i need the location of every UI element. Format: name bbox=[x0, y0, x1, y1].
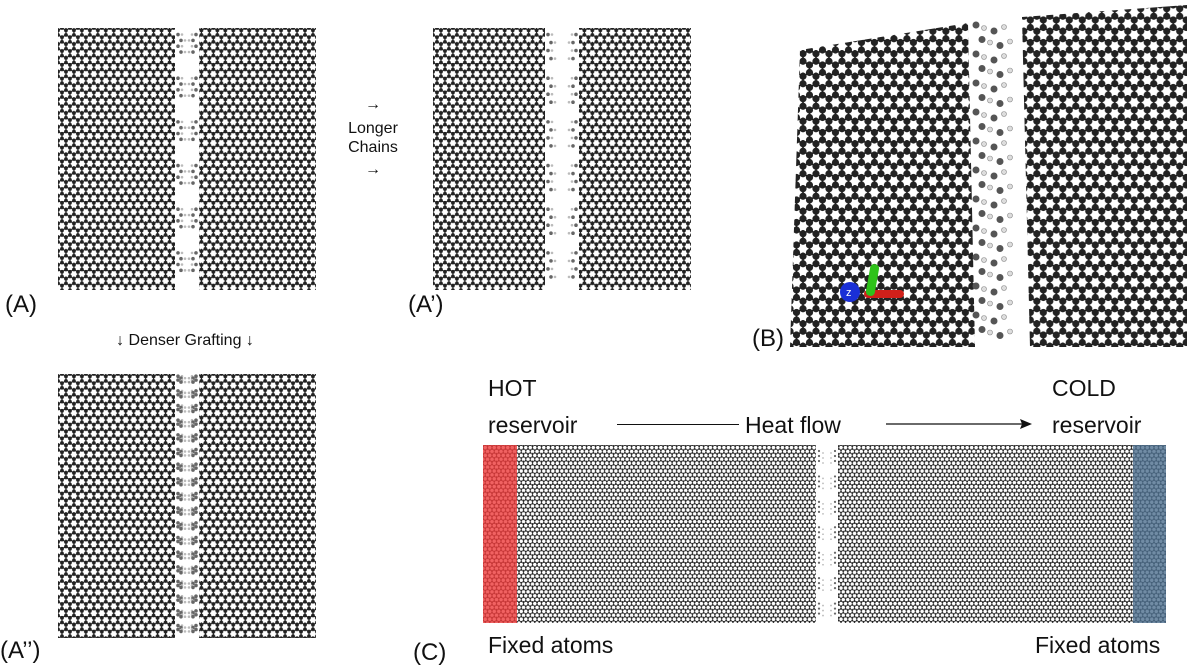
axis-z-label: z bbox=[846, 287, 852, 299]
hot-label-line1: HOT bbox=[488, 375, 537, 401]
heat-flow-arrow bbox=[886, 416, 1032, 432]
axis-z-icon bbox=[840, 282, 860, 302]
panel-a-prime-label: (A’) bbox=[408, 291, 444, 318]
heat-flow-label: Heat flow bbox=[745, 412, 841, 438]
panel-a-prime-structure bbox=[433, 28, 691, 290]
longer-arrow-bottom: → bbox=[365, 161, 381, 178]
panel-b-label: (B) bbox=[752, 325, 784, 352]
longer-arrow-top: → bbox=[365, 96, 381, 113]
panel-c-strip-structure bbox=[483, 445, 1166, 623]
panel-b-perspective-structure bbox=[790, 5, 1187, 347]
longer-chains-label: Longer Chains bbox=[348, 120, 398, 156]
cold-label-line2: reservoir bbox=[1052, 412, 1142, 438]
axis-y-icon bbox=[865, 264, 880, 296]
heat-flow-line-left bbox=[617, 424, 739, 425]
cold-label-line1: COLD bbox=[1052, 375, 1116, 401]
panel-a-structure bbox=[58, 28, 316, 290]
fixed-atoms-left: Fixed atoms bbox=[488, 632, 614, 658]
fixed-atoms-right: Fixed atoms bbox=[1035, 632, 1161, 658]
panel-a-label: (A) bbox=[5, 291, 37, 318]
panel-a-double-prime-label: (A’’) bbox=[0, 637, 41, 664]
panel-a-double-prime-structure bbox=[58, 374, 316, 638]
axis-triad: z bbox=[830, 262, 910, 322]
denser-grafting-label: ↓ Denser Grafting ↓ bbox=[116, 332, 254, 349]
panel-c-label: (C) bbox=[413, 639, 447, 666]
hot-label-line2: reservoir bbox=[488, 412, 578, 438]
